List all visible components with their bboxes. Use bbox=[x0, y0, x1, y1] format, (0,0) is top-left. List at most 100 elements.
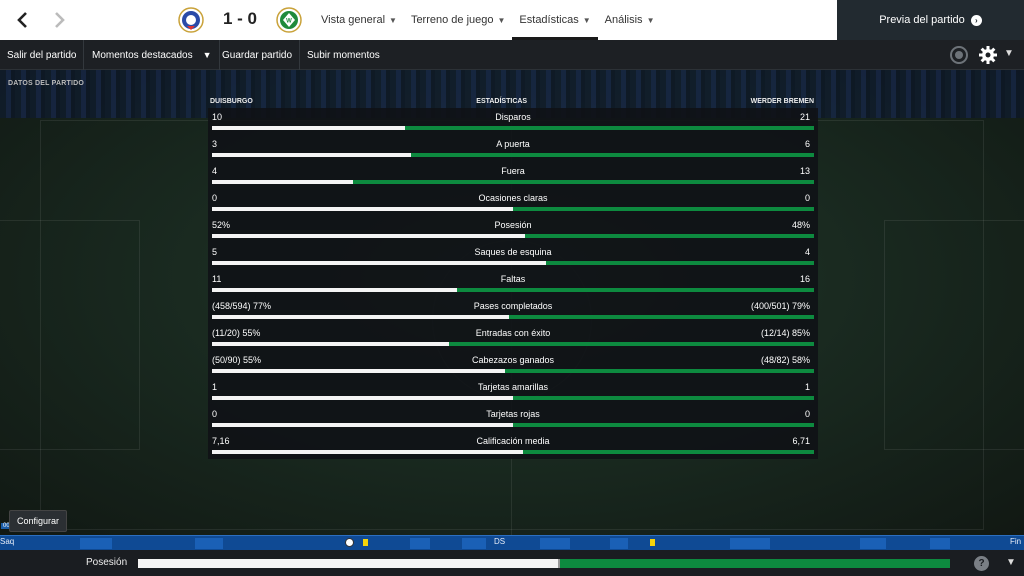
stat-name: Calificación media bbox=[476, 436, 550, 446]
stat-away-value: 6,71 bbox=[792, 436, 810, 446]
stat-away-value: 13 bbox=[799, 166, 810, 176]
stat-home-value: 52% bbox=[212, 220, 231, 230]
highlights-button[interactable]: Momentos destacados ▼ bbox=[85, 40, 220, 70]
tab-label: Estadísticas bbox=[519, 14, 579, 26]
stat-home-value: (11/20) 55% bbox=[212, 328, 261, 338]
stat-home-fill bbox=[212, 288, 457, 292]
stat-home-value: (458/594) 77% bbox=[212, 301, 272, 311]
stat-away-value: 21 bbox=[799, 112, 810, 122]
record-icon[interactable] bbox=[950, 46, 968, 64]
chevron-down-icon[interactable]: ▼ bbox=[1004, 48, 1014, 59]
match-preview-button[interactable]: Previa del partido › bbox=[837, 0, 1024, 40]
home-team-crest-icon[interactable] bbox=[178, 7, 204, 33]
tab-analysis[interactable]: Análisis ▼ bbox=[598, 0, 662, 40]
stat-home-value: (50/90) 55% bbox=[212, 355, 262, 365]
chevron-down-icon: ▼ bbox=[497, 15, 506, 25]
stat-home-fill bbox=[212, 126, 405, 130]
stat-row: 0 Ocasiones claras 0 bbox=[208, 189, 818, 216]
upload-highlights-button[interactable]: Subir momentos bbox=[300, 40, 387, 70]
action-bar: Salir del partido Momentos destacados ▼ … bbox=[0, 40, 1024, 70]
home-team-name[interactable]: DUISBURGO bbox=[210, 97, 253, 105]
save-match-button[interactable]: Guardar partido bbox=[215, 40, 301, 70]
stat-away-value: (48/82) 58% bbox=[760, 355, 810, 365]
match-stats-panel: DUISBURGO ESTADÍSTICAS WERDER BREMEN 1 0 D… bbox=[208, 94, 818, 459]
stat-row: 10 Disparos 21 bbox=[208, 108, 818, 135]
stat-home-fill bbox=[212, 153, 411, 157]
stat-name: Fuera bbox=[501, 166, 525, 176]
stat-away-value: 4 bbox=[804, 247, 810, 257]
penalty-box-right bbox=[884, 220, 1024, 450]
tab-label: Terreno de juego bbox=[410, 14, 494, 26]
away-team-crest-icon[interactable]: W bbox=[276, 7, 302, 33]
tab-overview[interactable]: Vista general ▼ bbox=[314, 0, 404, 40]
stat-row: (458/594) 77% Pases completados (400/501) … bbox=[208, 297, 818, 324]
chevron-down-icon[interactable]: ▼ bbox=[1006, 557, 1016, 568]
timeline-segment bbox=[610, 538, 628, 549]
stat-home-fill bbox=[212, 180, 354, 184]
back-arrow-icon[interactable] bbox=[8, 6, 36, 34]
stat-name: Posesión bbox=[494, 220, 532, 230]
exit-match-label: Salir del partido bbox=[7, 49, 77, 61]
stat-name: Entradas con éxito bbox=[475, 328, 551, 338]
stat-home-value: 0 bbox=[212, 193, 218, 203]
stat-away-value: 1 bbox=[804, 382, 810, 392]
save-match-label: Guardar partido bbox=[222, 49, 293, 61]
stat-name: Disparos bbox=[495, 112, 531, 122]
stat-away-value: 0 bbox=[804, 409, 810, 419]
possession-label: Posesión bbox=[86, 557, 128, 568]
tab-label: Análisis bbox=[604, 14, 643, 26]
chevron-down-icon: ▼ bbox=[202, 50, 212, 60]
gear-icon[interactable] bbox=[978, 45, 998, 65]
possession-home-fill bbox=[138, 559, 561, 568]
stat-away-value: (400/501) 79% bbox=[750, 301, 810, 311]
stat-row: 7,16 Calificación media 6,71 bbox=[208, 432, 818, 459]
stat-row: 5 Saques de esquina 4 bbox=[208, 243, 818, 270]
stat-comparison-bar bbox=[212, 207, 814, 211]
possession-track bbox=[138, 559, 950, 568]
yellow-card-icon[interactable] bbox=[650, 539, 655, 546]
main-tabs: Vista general ▼ Terreno de juego ▼ Estad… bbox=[314, 0, 661, 40]
timeline-segment bbox=[730, 538, 770, 549]
timeline-segment bbox=[80, 538, 112, 549]
stat-comparison-bar bbox=[212, 369, 814, 373]
stat-comparison-bar bbox=[212, 450, 814, 454]
stat-comparison-bar bbox=[212, 315, 814, 319]
stat-row: (50/90) 55% Cabezazos ganados (48/82) 58% bbox=[208, 351, 818, 378]
stat-home-value: 5 bbox=[212, 247, 218, 257]
stat-home-fill bbox=[212, 342, 449, 346]
goal-ball-icon[interactable] bbox=[345, 538, 354, 547]
stat-home-fill bbox=[212, 369, 506, 373]
stat-home-value: 3 bbox=[212, 139, 218, 149]
timeline-segment bbox=[195, 538, 223, 549]
highlights-label: Momentos destacados bbox=[92, 49, 193, 61]
tab-stats[interactable]: Estadísticas ▼ bbox=[512, 0, 598, 40]
tab-pitch[interactable]: Terreno de juego ▼ bbox=[404, 0, 512, 40]
stat-comparison-bar bbox=[212, 153, 814, 157]
stat-row: 4 Fuera 13 bbox=[208, 162, 818, 189]
chevron-down-icon: ▼ bbox=[582, 15, 591, 25]
stat-away-value: 48% bbox=[791, 220, 810, 230]
stat-comparison-bar bbox=[212, 342, 814, 346]
help-icon[interactable]: ? bbox=[974, 556, 989, 571]
stat-home-fill bbox=[212, 315, 509, 319]
stat-home-value: 0 bbox=[212, 409, 218, 419]
timeline-halftime-label: DS bbox=[494, 537, 506, 546]
svg-text:W: W bbox=[286, 19, 292, 25]
configure-button[interactable]: Configurar bbox=[9, 510, 67, 532]
stats-title: ESTADÍSTICAS bbox=[476, 97, 528, 105]
stats-header: DUISBURGO ESTADÍSTICAS WERDER BREMEN bbox=[208, 94, 818, 108]
stat-name: Faltas bbox=[500, 274, 526, 284]
yellow-card-icon[interactable] bbox=[363, 539, 368, 546]
stat-comparison-bar bbox=[212, 126, 814, 130]
stat-away-value: (12/14) 85% bbox=[760, 328, 810, 338]
match-preview-label: Previa del partido bbox=[879, 14, 965, 26]
away-team-name[interactable]: WERDER BREMEN bbox=[750, 97, 814, 105]
stat-comparison-bar bbox=[212, 261, 814, 265]
forward-arrow-icon[interactable] bbox=[46, 6, 74, 34]
match-score: 1 - 0 bbox=[222, 9, 258, 28]
stat-comparison-bar bbox=[212, 423, 814, 427]
match-timeline[interactable]: Saq DS Fin bbox=[0, 535, 1024, 550]
stat-away-value: 16 bbox=[799, 274, 810, 284]
exit-match-button[interactable]: Salir del partido bbox=[0, 40, 85, 70]
